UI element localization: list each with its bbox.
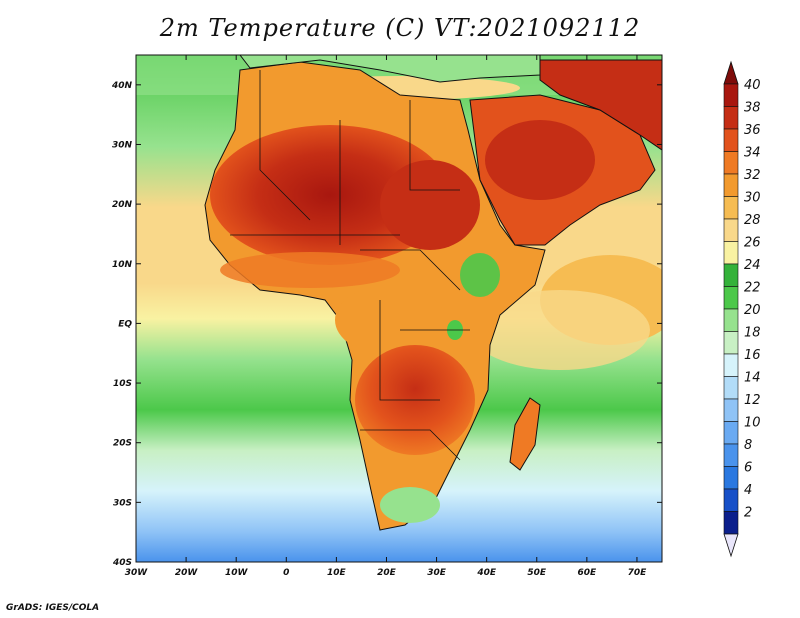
lon-tick-label: 60E (578, 568, 598, 578)
colorbar-label: 22 (744, 281, 761, 296)
colorbar-box (723, 218, 739, 242)
lon-tick-label: 10E (327, 568, 347, 578)
sudan-hot-core (380, 160, 480, 250)
colorbar-box (723, 173, 739, 197)
colorbar-label: 10 (744, 416, 761, 431)
credit-text: GrADS: IGES/COLA (6, 603, 100, 613)
lat-tick-label: 20S (113, 439, 132, 449)
colorbar-label: 12 (744, 393, 761, 408)
lat-tick-label: EQ (118, 319, 132, 329)
lon-tick-label: 0 (283, 568, 289, 578)
lat-tick-label: 40S (112, 558, 132, 568)
colorbar-label: 18 (744, 326, 761, 341)
lat-tick-label: 20N (112, 200, 133, 210)
colorbar-label: 34 (744, 146, 761, 161)
country-borders (230, 70, 470, 461)
colorbar-label: 2 (744, 506, 752, 521)
colorbar-box (723, 466, 739, 490)
arabia-hot-core (485, 120, 595, 200)
south-africa-cool (380, 487, 440, 523)
colorbar-label: 38 (744, 101, 761, 116)
colorbar-box (723, 83, 739, 107)
colorbar-box (723, 128, 739, 152)
colorbar-box (723, 398, 739, 422)
europe-landmass (239, 55, 541, 83)
lat-tick-label: 40N (111, 81, 133, 91)
sahel-band (220, 252, 400, 288)
colorbar-label: 26 (744, 236, 761, 251)
colorbar-label: 6 (744, 461, 752, 476)
colorbar-over-triangle (723, 60, 739, 85)
lat-tick-label: 10N (112, 260, 133, 270)
colorbar-box (723, 331, 739, 355)
lat-tick-label: 30S (113, 498, 132, 508)
lon-tick-label: 70E (628, 568, 648, 578)
colorbar-box (723, 443, 739, 467)
ethiopia-highlands (460, 253, 500, 297)
equatorial-region (335, 285, 445, 355)
lon-tick-label: 20W (175, 568, 199, 578)
colorbar-box (723, 421, 739, 445)
plot-frame (135, 54, 663, 563)
colorbar-label: 20 (744, 303, 761, 318)
lon-tick-label: 10W (225, 568, 249, 578)
map-field (136, 55, 662, 562)
colorbar: 40 38 36 34 32 30 28 26 24 22 20 18 16 14 12 10 8 6 4 2 (723, 60, 761, 558)
colorbar-box (723, 286, 739, 310)
lon-tick-label: 40E (476, 568, 497, 578)
lon-tick-label: 30W (125, 568, 149, 578)
madagascar (509, 397, 541, 471)
colorbar-label: 4 (744, 483, 752, 498)
colorbar-box (723, 488, 739, 512)
colorbar-box (723, 263, 739, 287)
colorbar-label: 30 (744, 191, 761, 206)
colorbar-under-triangle (723, 533, 739, 558)
lat-tick-label: 30N (112, 140, 133, 150)
colorbar-box (723, 241, 739, 265)
lat-tick-label: 10S (113, 379, 132, 389)
colorbar-box (723, 308, 739, 332)
colorbar-box (723, 151, 739, 175)
colorbar-box (723, 511, 739, 535)
colorbar-label: 8 (744, 438, 752, 453)
colorbar-box (723, 376, 739, 400)
chart-title: 2m Temperature (C) VT:2021092112 (159, 14, 641, 42)
indian-ocean-warm (470, 290, 650, 370)
colorbar-label: 32 (744, 168, 761, 183)
colorbar-label: 40 (744, 78, 761, 93)
lon-tick-label: 20E (377, 568, 397, 578)
axis-ticks: 30W 20W 10W 0 10E 20E 30E 40E 50E 60E 70E 40S 30S 20S… (111, 55, 662, 578)
lon-tick-label: 30E (427, 568, 447, 578)
colorbar-label: 36 (744, 123, 761, 138)
colorbar-label: 24 (744, 258, 761, 273)
colorbar-box (723, 196, 739, 220)
colorbar-label: 28 (744, 213, 761, 228)
colorbar-label: 16 (744, 348, 761, 363)
near-east-landmass (539, 59, 662, 151)
colorbar-label: 14 (744, 371, 761, 386)
colorbar-box (723, 106, 739, 130)
lon-tick-label: 50E (527, 568, 547, 578)
colorbar-box (723, 353, 739, 377)
